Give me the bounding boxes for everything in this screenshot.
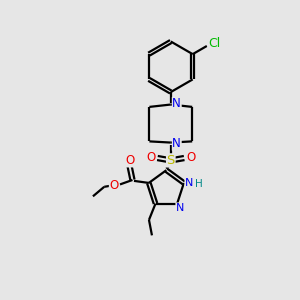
Text: O: O: [110, 179, 119, 192]
Text: N: N: [172, 137, 181, 150]
Text: O: O: [186, 151, 195, 164]
Text: N: N: [185, 178, 194, 188]
Text: Cl: Cl: [208, 37, 220, 50]
Text: S: S: [167, 154, 175, 167]
Text: N: N: [172, 98, 181, 110]
Text: H: H: [195, 179, 202, 189]
Text: N: N: [176, 203, 184, 213]
Text: O: O: [146, 151, 155, 164]
Text: O: O: [125, 154, 134, 167]
